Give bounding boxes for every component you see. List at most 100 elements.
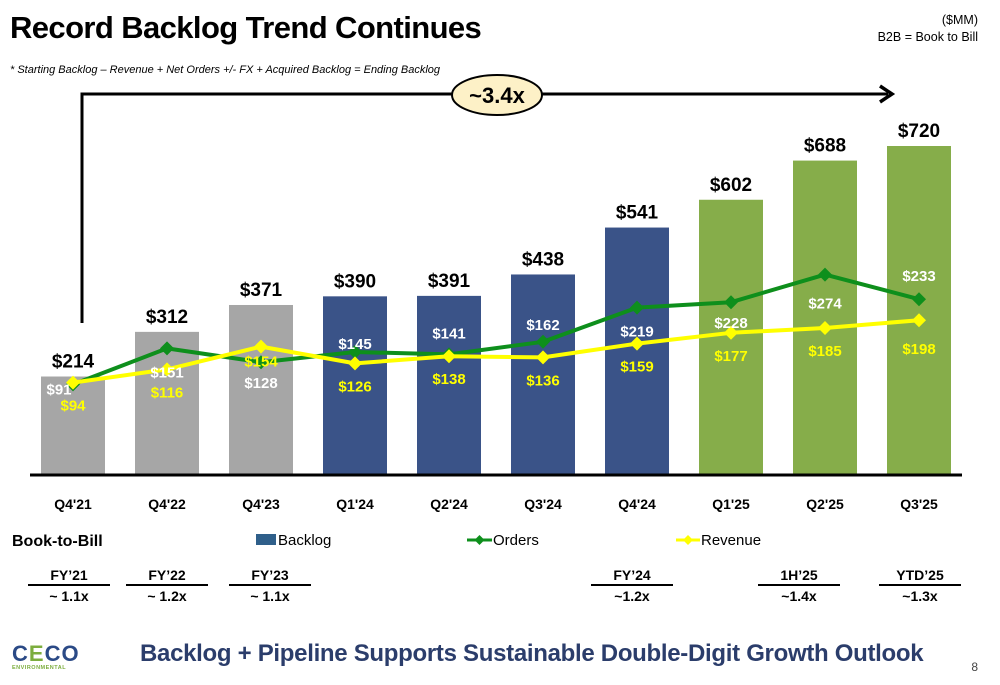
backlog-value-label: $541	[616, 203, 659, 224]
backlog-value-label: $390	[334, 271, 376, 292]
backlog-value-label: $688	[804, 136, 846, 157]
orders-value-label: $228	[714, 315, 747, 332]
revenue-value-label: $154	[244, 354, 278, 371]
b2b-period: YTD’25	[879, 567, 961, 586]
legend-backlog-swatch	[256, 534, 276, 545]
revenue-marker	[724, 325, 738, 340]
revenue-marker	[442, 349, 456, 364]
backlog-bar	[793, 160, 857, 475]
growth-arrow: ~3.4x	[80, 74, 896, 323]
revenue-marker	[630, 336, 644, 351]
b2b-period: 1H’25	[758, 567, 840, 586]
backlog-value-label: $214	[52, 352, 95, 373]
b2b-value: ~ 1.1x	[49, 588, 89, 604]
revenue-value-label: $126	[338, 378, 371, 395]
backlog-value-label: $391	[428, 271, 471, 292]
b2b-item: YTD’25 ~1.3x	[879, 567, 961, 604]
b2b-item: FY’24 ~1.2x	[591, 567, 673, 604]
orders-value-label: $274	[808, 296, 842, 313]
logo-letter: E	[28, 641, 45, 666]
legend-orders-diamond-icon	[474, 535, 485, 545]
b2b-item: FY’22 ~ 1.2x	[126, 567, 208, 604]
legend-revenue-label: Revenue	[701, 532, 761, 549]
orders-value-label: $233	[902, 268, 935, 285]
revenue-marker	[254, 339, 268, 354]
backlog-bar	[887, 146, 951, 474]
backlog-bar	[605, 227, 669, 474]
revenue-value-label: $136	[526, 372, 559, 389]
logo-subtitle: ENVIRONMENTAL	[12, 665, 67, 671]
revenue-value-label: $116	[151, 384, 184, 401]
b2b-item: FY’21 ~ 1.1x	[28, 567, 110, 604]
backlog-bar	[229, 304, 293, 474]
orders-line	[72, 272, 920, 387]
orders-marker	[536, 334, 550, 349]
x-tick-label: Q3'24	[524, 496, 562, 512]
b2b-value: ~ 1.2x	[147, 588, 187, 604]
b2b-period: FY’22	[126, 567, 208, 586]
backlog-value-label: $602	[710, 175, 752, 196]
logo-letter: CO	[44, 641, 80, 666]
page-title: Record Backlog Trend Continues	[10, 10, 482, 45]
orders-value-label: $141	[432, 325, 465, 342]
x-tick-label: Q4'22	[148, 496, 186, 512]
backlog-bar	[417, 295, 481, 474]
revenue-value-label: $185	[808, 343, 841, 360]
growth-callout-bubble	[451, 74, 543, 116]
backlog-bar	[511, 274, 575, 474]
x-tick-label: Q4'23	[242, 496, 280, 512]
backlog-value-label: $720	[898, 121, 940, 142]
logo-wordmark: CECO	[12, 643, 80, 665]
revenue-marker	[348, 356, 362, 371]
book-to-bill-heading: Book-to-Bill	[12, 533, 103, 550]
footer-message: Backlog + Pipeline Supports Sustainable …	[140, 640, 924, 667]
x-tick-label: Q4'24	[618, 496, 656, 512]
orders-marker	[160, 341, 174, 356]
orders-value-label: $219	[620, 324, 653, 341]
revenue-line	[72, 318, 920, 385]
orders-marker	[724, 295, 738, 310]
revenue-value-label: $138	[432, 371, 465, 388]
orders-marker	[818, 267, 832, 282]
units-note: ($MM) B2B = Book to Bill	[878, 12, 978, 46]
orders-marker	[254, 355, 268, 370]
legend: Backlog Orders Revenue	[256, 532, 761, 549]
orders-value-label: $151	[150, 364, 183, 381]
revenue-marker	[160, 362, 174, 377]
revenue-value-label: $159	[620, 359, 653, 376]
revenue-value-label: $94	[60, 398, 86, 415]
units-label: ($MM)	[941, 13, 978, 27]
revenue-value-label: $177	[714, 348, 747, 365]
b2b-period: FY’24	[591, 567, 673, 586]
b2b-value: ~1.3x	[902, 588, 938, 604]
x-tick-label: Q2'25	[806, 496, 844, 512]
revenue-marker	[66, 375, 80, 390]
legend-orders-label: Orders	[493, 532, 539, 549]
x-tick-label: Q1'25	[712, 496, 750, 512]
legend-backlog-label: Backlog	[278, 532, 331, 549]
x-tick-label: Q4'21	[54, 496, 92, 512]
orders-value-label: $128	[244, 375, 277, 392]
x-tick-label: Q1'24	[336, 496, 374, 512]
backlog-chart: ~3.4x $214 $312 $371 $390 $391 $438 $541 $602 $6…	[30, 74, 962, 549]
backlog-value-label: $371	[240, 280, 283, 301]
growth-arrow-head-icon	[879, 84, 896, 104]
logo-letter: C	[12, 641, 29, 666]
b2b-value: ~ 1.1x	[250, 588, 290, 604]
b2b-item: 1H’25 ~1.4x	[758, 567, 840, 604]
orders-marker	[630, 300, 644, 315]
orders-marker	[348, 345, 362, 359]
orders-value-label: $145	[338, 336, 371, 353]
b2b-value: ~1.2x	[614, 588, 650, 604]
backlog-formula-footnote: * Starting Backlog – Revenue + Net Order…	[10, 64, 441, 76]
b2b-item: FY’23 ~ 1.1x	[229, 567, 311, 604]
revenue-marker	[536, 350, 550, 365]
legend-revenue-diamond-icon	[683, 535, 693, 545]
x-tick-label: Q2'24	[430, 496, 468, 512]
b2b-period: FY’21	[28, 567, 110, 586]
b2b-abbreviation: B2B = Book to Bill	[877, 30, 978, 44]
orders-value-label: $162	[526, 317, 559, 334]
revenue-value-label: $198	[902, 341, 935, 358]
orders-value-label: $91	[46, 381, 71, 398]
revenue-marker	[818, 321, 832, 335]
